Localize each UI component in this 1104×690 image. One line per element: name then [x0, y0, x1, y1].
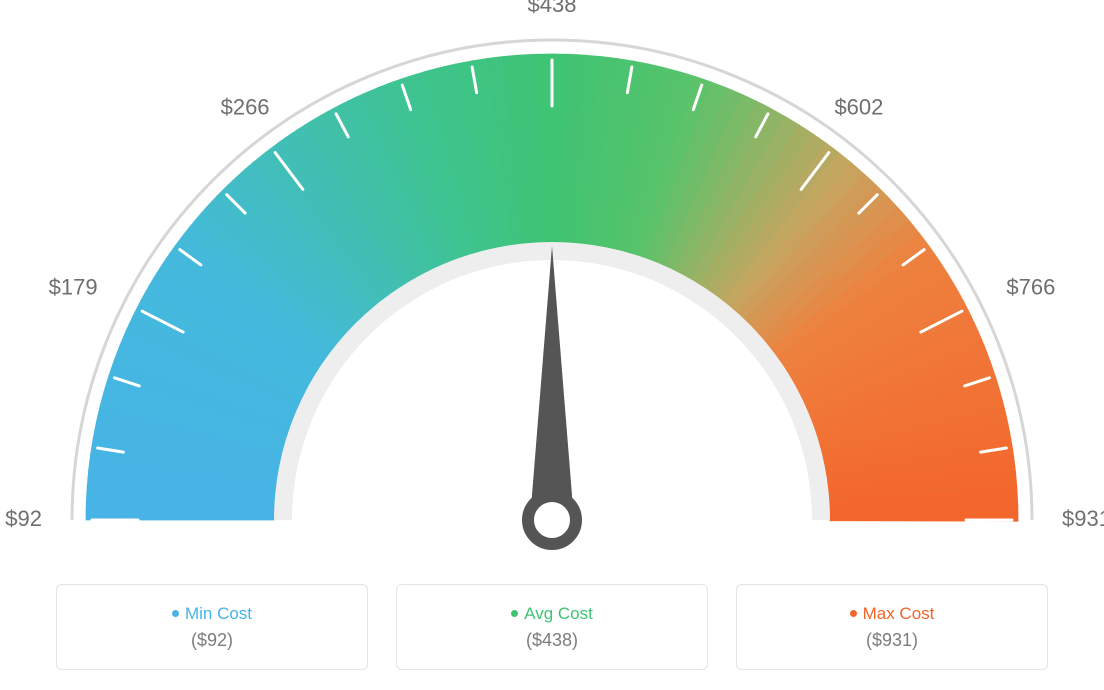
legend-label-avg: Avg Cost — [511, 604, 593, 624]
legend-label-max: Max Cost — [850, 604, 935, 624]
legend-value-min: ($92) — [191, 630, 233, 651]
cost-gauge-chart: $92 $179 $266 $438 $602 $766 $931 Min Cost ($9… — [0, 0, 1104, 690]
legend-label-min: Min Cost — [172, 604, 252, 624]
legend-card-max: Max Cost ($931) — [736, 584, 1048, 670]
gauge-tick-label: $766 — [1006, 274, 1055, 299]
gauge-tick-label: $266 — [221, 95, 270, 120]
gauge-tick-label: $438 — [528, 0, 577, 17]
legend-dot-min — [172, 610, 179, 617]
gauge-tick-label: $179 — [49, 274, 98, 299]
legend-row: Min Cost ($92) Avg Cost ($438) Max Cost … — [0, 584, 1104, 670]
legend-value-max: ($931) — [866, 630, 918, 651]
gauge-tick-label: $92 — [5, 506, 42, 531]
gauge-area: $92 $179 $266 $438 $602 $766 $931 — [0, 0, 1104, 560]
gauge-needle — [530, 246, 574, 520]
gauge-svg: $92 $179 $266 $438 $602 $766 $931 — [0, 0, 1104, 560]
legend-label-avg-text: Avg Cost — [524, 604, 593, 624]
legend-dot-max — [850, 610, 857, 617]
gauge-tick-label: $931 — [1062, 506, 1104, 531]
gauge-needle-hub — [528, 496, 576, 544]
legend-card-min: Min Cost ($92) — [56, 584, 368, 670]
legend-card-avg: Avg Cost ($438) — [396, 584, 708, 670]
legend-value-avg: ($438) — [526, 630, 578, 651]
gauge-tick-label: $602 — [834, 95, 883, 120]
legend-label-max-text: Max Cost — [863, 604, 935, 624]
legend-label-min-text: Min Cost — [185, 604, 252, 624]
legend-dot-avg — [511, 610, 518, 617]
